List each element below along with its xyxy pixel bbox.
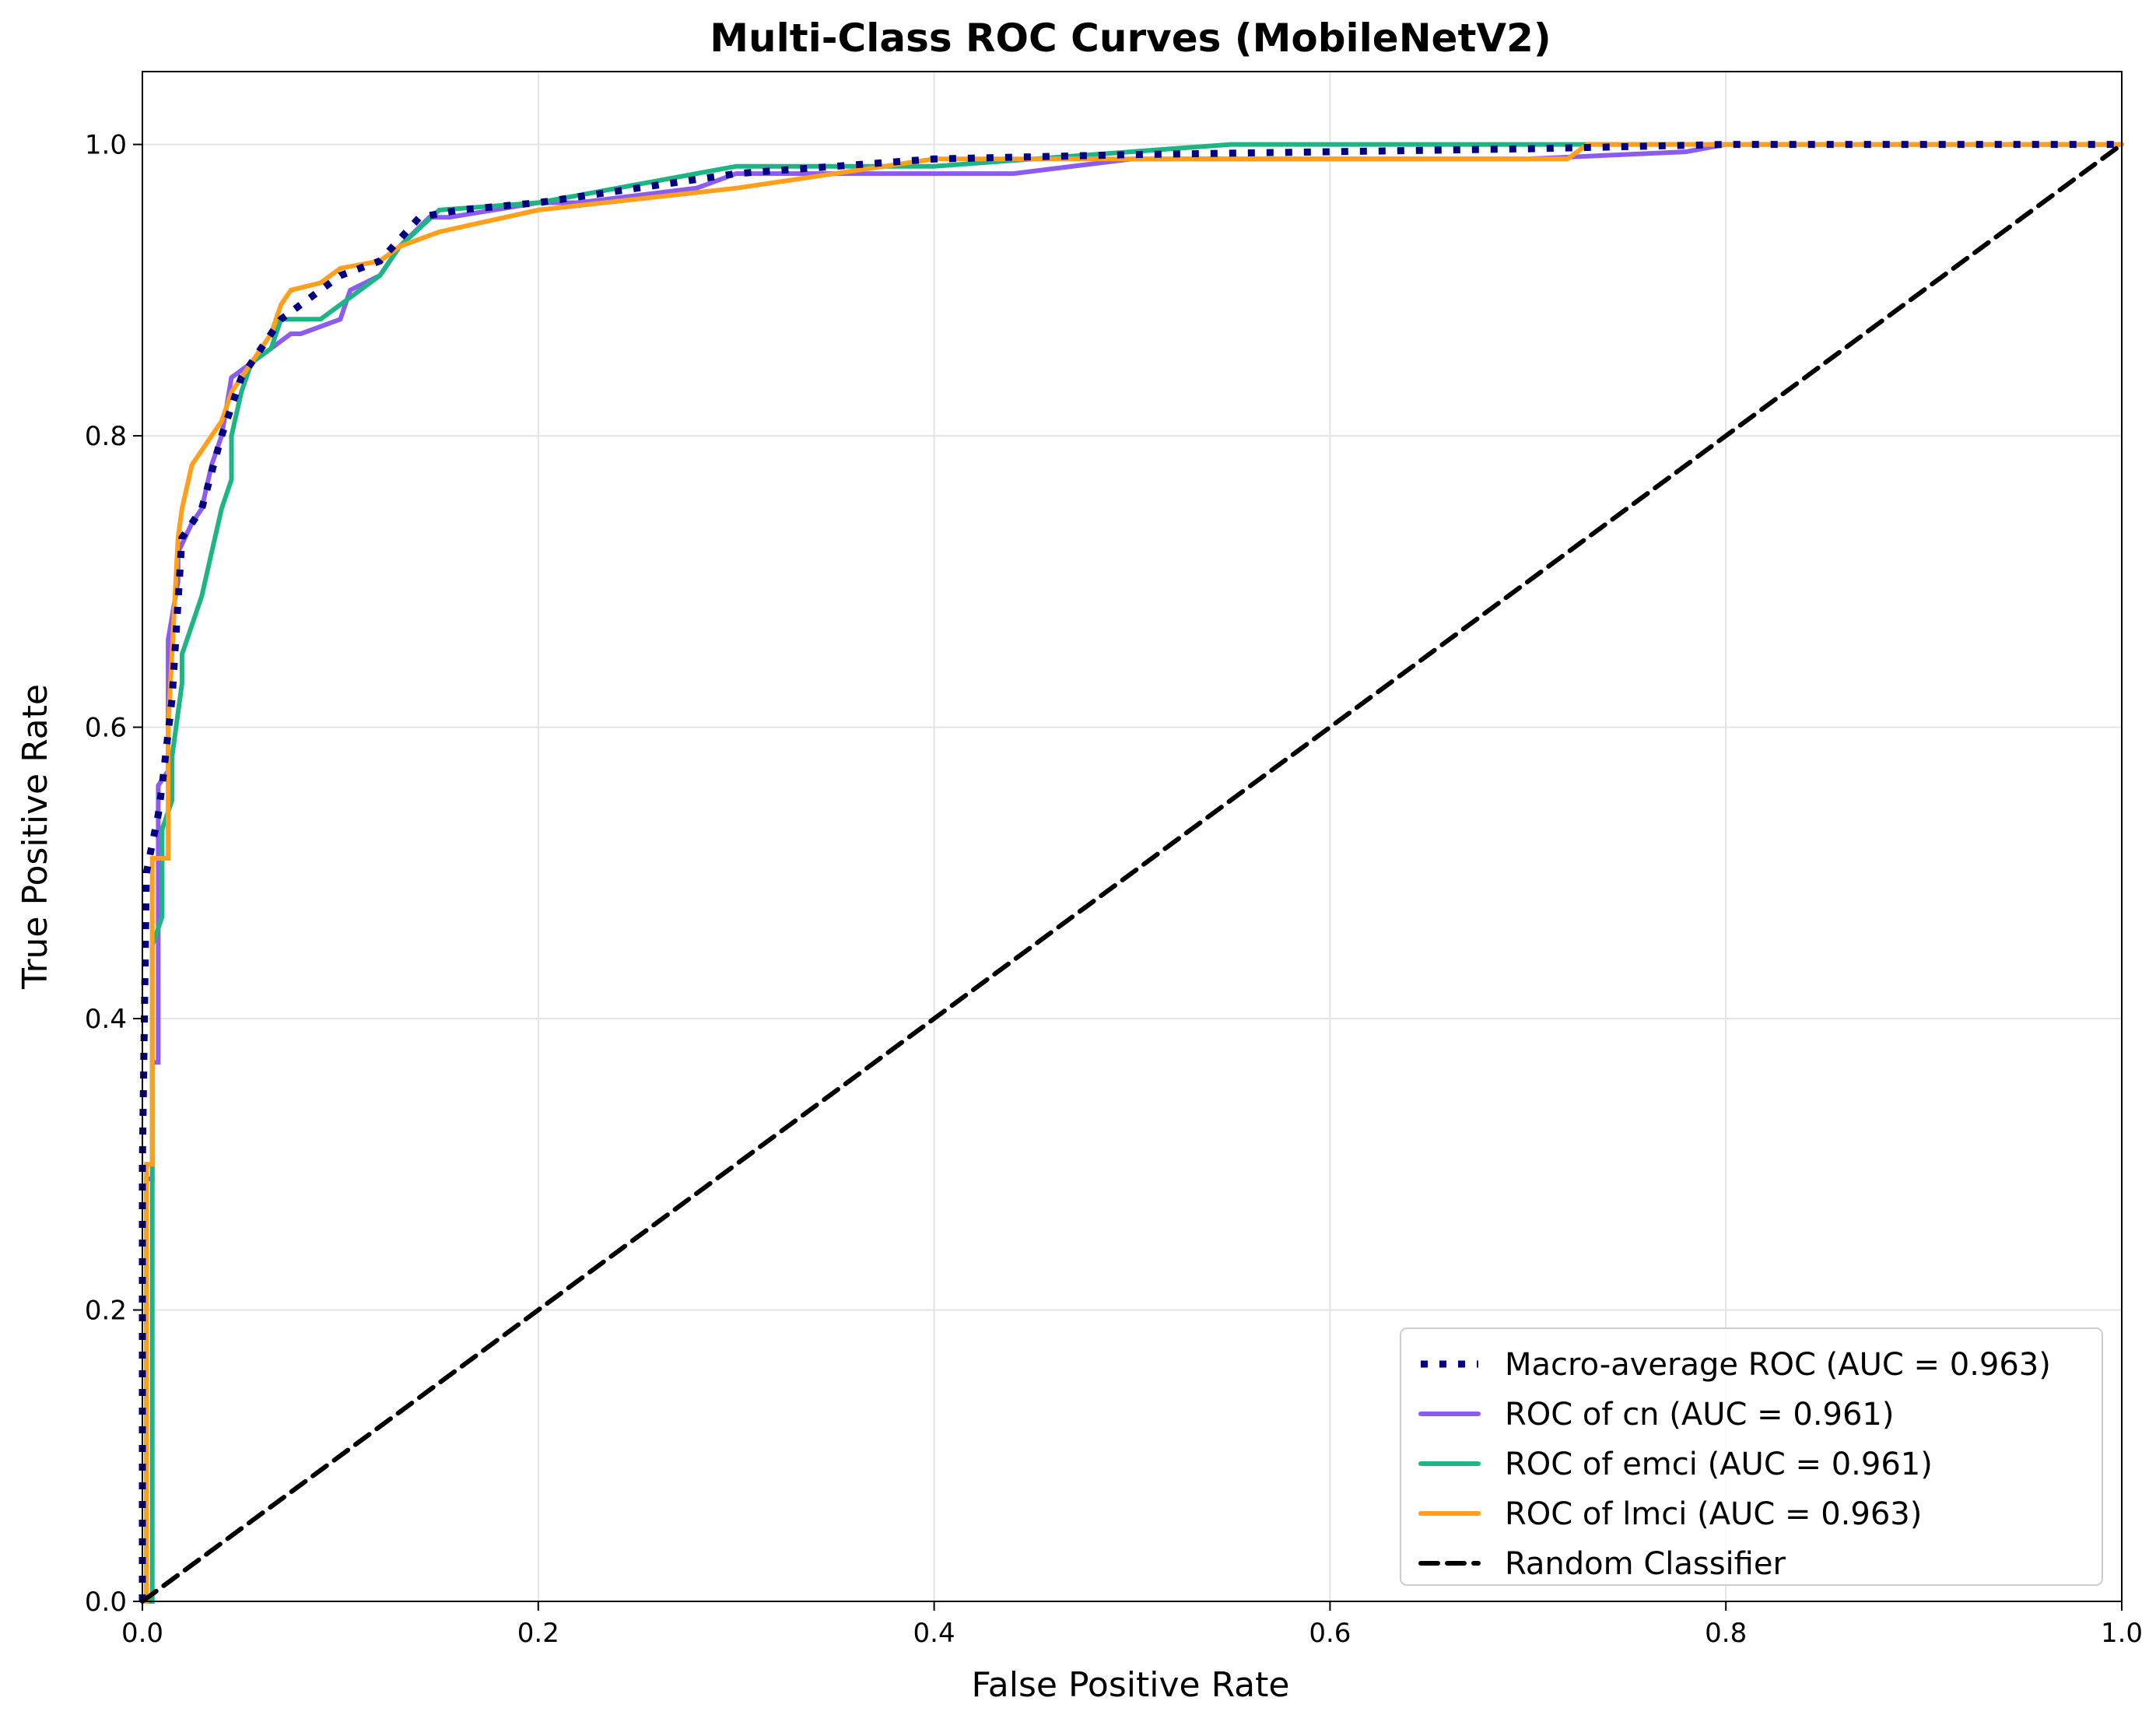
y-tick-label: 1.0 (85, 130, 127, 161)
legend-label: Macro-average ROC (AUC = 0.963) (1505, 1347, 2051, 1383)
legend-label: ROC of cn (AUC = 0.961) (1505, 1397, 1895, 1433)
y-tick-label: 0.4 (85, 1004, 127, 1035)
series-line-roc-of-emci-auc-0-961 (140, 142, 2124, 1604)
legend-label: Random Classifier (1505, 1546, 1786, 1582)
y-axis-label: True Positive Rate (16, 684, 55, 990)
legend-box (1400, 1327, 2103, 1586)
x-axis-ticks: 0.0 0.2 0.4 0.6 0.8 1.0 (121, 1601, 2143, 1649)
series-line-roc-of-cn-auc-0-961 (140, 142, 2124, 1604)
y-axis-ticks: 0.0 0.2 0.4 0.6 0.8 1.0 (85, 130, 142, 1618)
series-line-macro-average-roc-auc-0-963 (138, 141, 2122, 1601)
x-tick-label: 1.0 (2101, 1618, 2143, 1649)
y-tick-label: 0.8 (85, 421, 127, 452)
x-tick-label: 0.4 (913, 1618, 955, 1649)
y-tick-label: 0.0 (85, 1587, 127, 1618)
legend-label: ROC of emci (AUC = 0.961) (1505, 1447, 1933, 1482)
x-tick-label: 0.8 (1705, 1618, 1747, 1649)
x-axis-label: False Positive Rate (972, 1665, 1290, 1705)
chart-title: Multi-Class ROC Curves (MobileNetV2) (710, 16, 1551, 61)
x-tick-label: 0.0 (121, 1618, 163, 1649)
x-tick-label: 0.6 (1309, 1618, 1351, 1649)
y-tick-label: 0.6 (85, 713, 127, 744)
plot-frame (142, 71, 2123, 1602)
legend-label: ROC of lmci (AUC = 0.963) (1505, 1496, 1922, 1532)
legend: Macro-average ROC (AUC = 0.963) ROC of cn… (1400, 1327, 2103, 1586)
grid (142, 72, 2123, 1602)
x-tick-label: 0.2 (517, 1618, 559, 1649)
series-line-random-classifier (140, 142, 2124, 1604)
roc-curves (138, 141, 2124, 1604)
y-tick-label: 0.2 (85, 1296, 127, 1327)
